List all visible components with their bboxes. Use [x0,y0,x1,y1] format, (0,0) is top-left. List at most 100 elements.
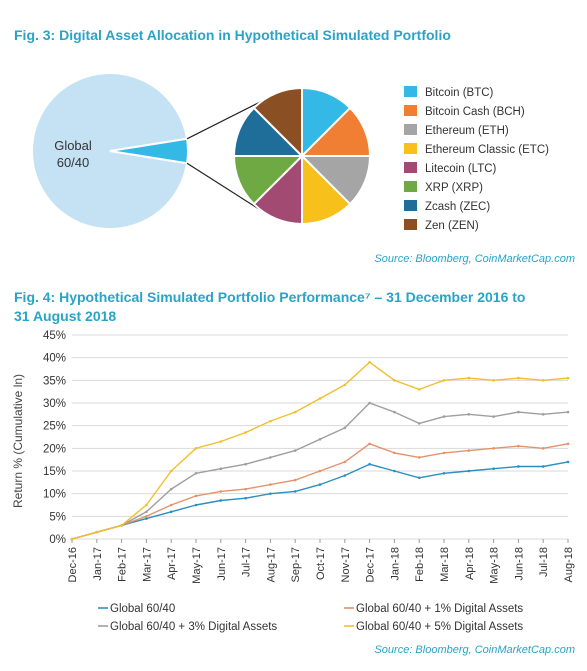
gridlines [72,334,568,540]
series-point-global-60-40 [492,467,495,471]
series-point-global-60-40-3-digital-assets [219,467,223,471]
series-point-global-60-40-5-digital-assets [70,537,74,541]
y-tick-label: 25% [43,421,66,433]
series-point-global-60-40-5-digital-assets [442,379,446,382]
series-point-global-60-40-5-digital-assets [541,379,545,382]
pie-slice-global-60-40 [31,72,189,230]
series-point-global-60-40-5-digital-assets [219,440,223,443]
series-point-global-60-40-1-digital-assets [393,451,396,455]
legend-label-global-60-40-1-digital-assets: Global 60/40 + 1% Digital Assets [356,603,523,615]
x-tick-label: Oct-17 [315,547,327,580]
x-tick-label: Dec-17 [365,547,377,582]
x-tick-label: Mar-17 [141,547,153,582]
series-point-global-60-40-3-digital-assets [368,401,371,405]
series-point-global-60-40 [169,510,173,514]
series-point-global-60-40-1-digital-assets [293,478,297,482]
series-point-global-60-40-1-digital-assets [145,515,148,518]
x-tick-label: Mar-18 [439,547,451,582]
series-point-global-60-40-1-digital-assets [566,442,570,446]
fig4-source: Source: Bloomberg, CoinMarketCap.com [374,644,575,656]
y-axis-label: Return % (Cumulative ln) [11,374,25,508]
series-point-global-60-40-3-digital-assets [417,422,421,425]
x-tick-label: Jun-18 [513,547,525,581]
series-point-global-60-40 [417,476,421,480]
series-point-global-60-40-1-digital-assets [269,483,272,486]
series-point-global-60-40-3-digital-assets [517,410,520,414]
series-point-global-60-40-5-digital-assets [244,431,247,434]
series-point-global-60-40 [194,503,198,507]
series-point-global-60-40 [219,499,223,502]
series-point-global-60-40 [566,460,570,464]
x-tick-label: Sep-17 [290,547,302,582]
series-point-global-60-40 [293,490,297,493]
sub-pie [232,86,372,226]
series-point-global-60-40-5-digital-assets [318,397,322,400]
pie-slice-zen-zen [252,86,303,159]
series-point-global-60-40-5-digital-assets [368,360,371,364]
legend-label-zen-zen: Zen (ZEN) [425,220,479,232]
legend-swatch-zen-zen [404,219,417,230]
x-tick-label: Jan-18 [389,547,401,581]
series-point-global-60-40-1-digital-assets [194,494,198,498]
legend-label-global-60-40-3-digital-assets: Global 60/40 + 3% Digital Assets [110,621,277,633]
series-point-global-60-40-5-digital-assets [293,410,297,414]
series-point-global-60-40-5-digital-assets [417,388,421,391]
legend-label-global-60-40: Global 60/40 [110,603,175,615]
connector-bottom [186,162,263,212]
series-point-global-60-40-3-digital-assets [541,413,545,416]
series-point-global-60-40 [145,517,148,520]
y-tick-label: 15% [43,466,66,478]
x-tick-label: Aug-18 [563,547,575,582]
x-tick-label: Jun-17 [216,547,228,581]
y-tick-label: 45% [43,330,66,342]
series-point-global-60-40-5-digital-assets [145,503,148,507]
x-tick-label: May-17 [191,547,203,584]
series-point-global-60-40-1-digital-assets [541,447,545,450]
y-tick-label: 35% [43,375,66,387]
series-point-global-60-40-3-digital-assets [442,415,446,418]
legend-label-litecoin-ltc: Litecoin (LTC) [425,163,497,175]
y-tick-label: 40% [43,353,66,365]
line-legend: Global 60/40 Global 60/40 + 1% Digital As… [98,603,523,633]
legend-label-ethereum-classic-etc: Ethereum Classic (ETC) [425,144,549,156]
series-point-global-60-40-3-digital-assets [169,487,173,491]
series-point-global-60-40-1-digital-assets [169,503,173,507]
y-tick-label: 10% [43,489,66,501]
legend-swatch-bitcoin-cash-bch [404,105,417,116]
series-point-global-60-40-5-digital-assets [393,379,396,382]
series-point-global-60-40 [244,496,247,500]
series-point-global-60-40-1-digital-assets [517,444,520,448]
series-point-global-60-40-1-digital-assets [467,449,471,452]
series-point-global-60-40-5-digital-assets [194,447,198,450]
x-tick-label: Jul-17 [241,547,253,577]
series-point-global-60-40-1-digital-assets [244,487,247,491]
series-point-global-60-40-3-digital-assets [467,413,471,416]
series-point-global-60-40 [269,492,272,495]
series-point-global-60-40-5-digital-assets [120,524,123,527]
series-point-global-60-40-1-digital-assets [368,442,371,446]
series-point-global-60-40-3-digital-assets [244,462,247,466]
x-tick-label: May-18 [489,547,501,584]
legend-swatch-zcash-zec [404,200,417,211]
series-point-global-60-40-5-digital-assets [467,376,471,380]
x-tick-label: Jul-18 [538,547,550,577]
series-point-global-60-40-5-digital-assets [492,379,495,382]
series-point-global-60-40-3-digital-assets [318,437,322,441]
x-tick-label: Aug-17 [265,547,277,582]
series-point-global-60-40 [368,462,371,466]
y-tick-label: 30% [43,398,66,410]
series-point-global-60-40 [442,471,446,475]
x-tick-label: Jan-17 [92,547,104,581]
fig3-title: Fig. 3: Digital Asset Allocation in Hypo… [14,27,451,43]
legend-label-zcash-zec: Zcash (ZEC) [425,201,490,213]
series-point-global-60-40 [393,469,396,473]
main-pie-label-line1: Global [54,138,92,153]
series-point-global-60-40 [517,465,520,468]
pie-legend: Bitcoin (BTC) Bitcoin Cash (BCH) Ethereum … [404,86,549,232]
legend-label-bitcoin-cash-bch: Bitcoin Cash (BCH) [425,106,525,118]
y-tick-label: 0% [49,534,66,546]
series-point-global-60-40-3-digital-assets [492,415,495,418]
series-point-global-60-40-5-digital-assets [517,376,520,380]
series-point-global-60-40-5-digital-assets [269,419,272,423]
x-tick-label: Apr-17 [166,547,178,580]
